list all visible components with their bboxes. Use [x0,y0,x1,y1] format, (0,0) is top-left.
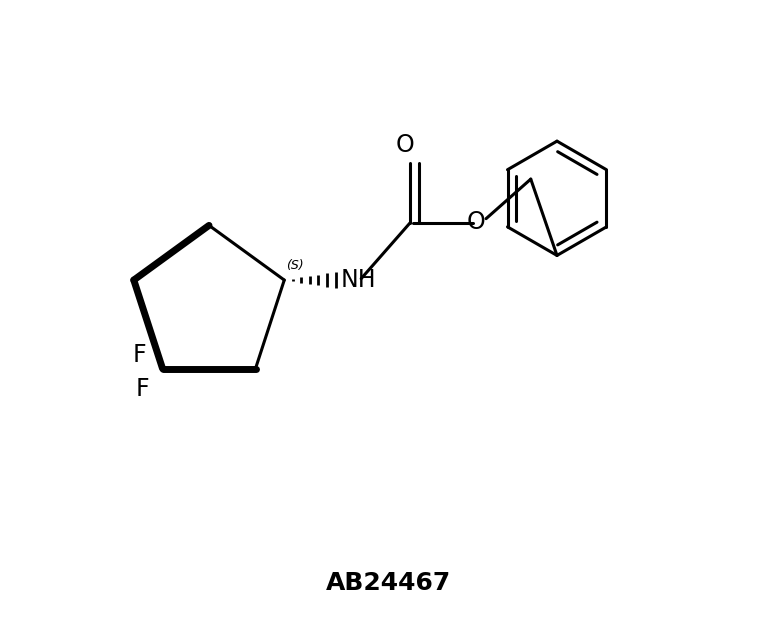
Text: AB24467: AB24467 [326,571,451,595]
Text: F: F [136,377,149,401]
Text: (S): (S) [286,259,303,272]
Text: O: O [466,210,485,234]
Text: F: F [133,343,146,367]
Text: O: O [396,133,415,157]
Text: NH: NH [340,268,376,292]
